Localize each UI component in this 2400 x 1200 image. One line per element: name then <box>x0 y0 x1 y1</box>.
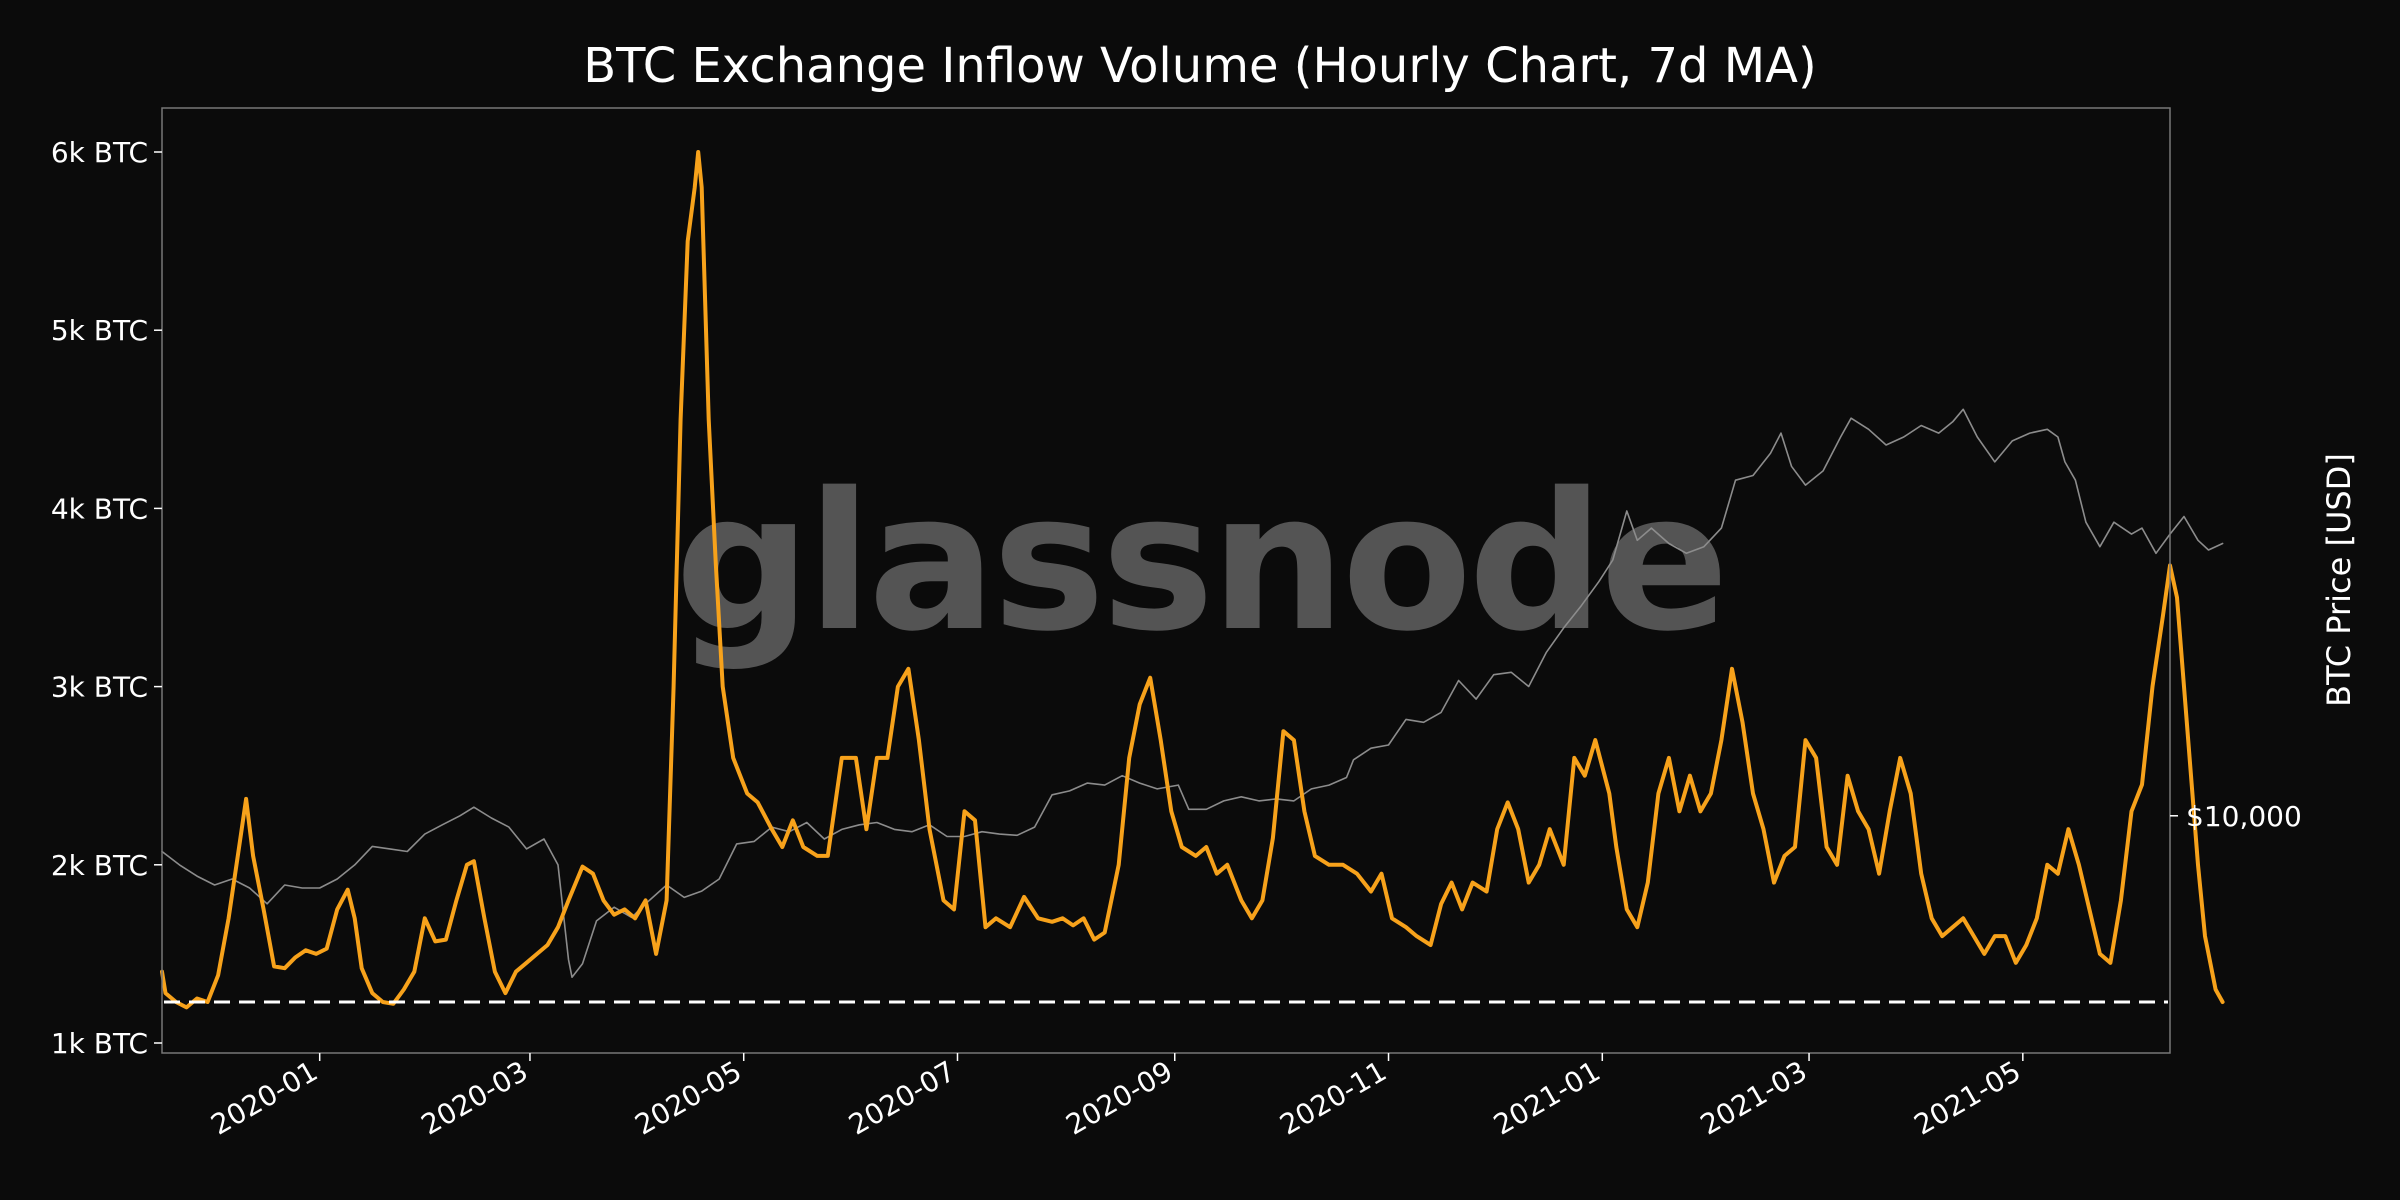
x-tick-label: 2020-01 <box>205 1054 323 1141</box>
plot-frame <box>161 107 2171 1054</box>
y-tick-label: 3k BTC <box>51 671 148 704</box>
x-tick-label: 2020-09 <box>1060 1054 1178 1141</box>
chart-title: BTC Exchange Inflow Volume (Hourly Chart… <box>583 38 1817 94</box>
watermark-text: glassnode <box>675 452 1725 673</box>
btc-price-line <box>161 408 2224 978</box>
inflow-series-layer <box>160 150 2225 1010</box>
y2-tick-label: $10,000 <box>2186 800 2302 833</box>
y-tick-label: 2k BTC <box>51 849 148 882</box>
x-tick-label: 2020-03 <box>416 1054 534 1141</box>
x-axis: 2020-01 2020-03 2020-05 2020-07 2020-09 2020-… <box>205 1053 2026 1142</box>
exchange-inflow-line <box>160 150 2225 1010</box>
price-series-layer <box>161 408 2224 978</box>
x-tick-label: 2021-05 <box>1908 1054 2026 1141</box>
y-tick-label: 6k BTC <box>51 136 148 169</box>
watermark-layer: glassnode <box>675 452 1729 673</box>
y-axis-left: 1k BTC 2k BTC 3k BTC 4k BTC 5k BTC 6k BTC <box>51 136 162 1060</box>
y2-axis-label: BTC Price [USD] <box>2320 453 2358 707</box>
x-tick-label: 2020-05 <box>629 1054 747 1141</box>
y-tick-label: 4k BTC <box>51 492 148 525</box>
y-tick-label: 5k BTC <box>51 314 148 347</box>
y-tick-label: 1k BTC <box>51 1027 148 1060</box>
y-axis-right: $10,000 <box>2170 800 2302 833</box>
x-tick-label: 2021-01 <box>1488 1054 1606 1141</box>
x-tick-label: 2020-07 <box>843 1054 961 1141</box>
x-tick-label: 2021-03 <box>1695 1054 1813 1141</box>
x-tick-label: 2020-11 <box>1274 1054 1392 1141</box>
